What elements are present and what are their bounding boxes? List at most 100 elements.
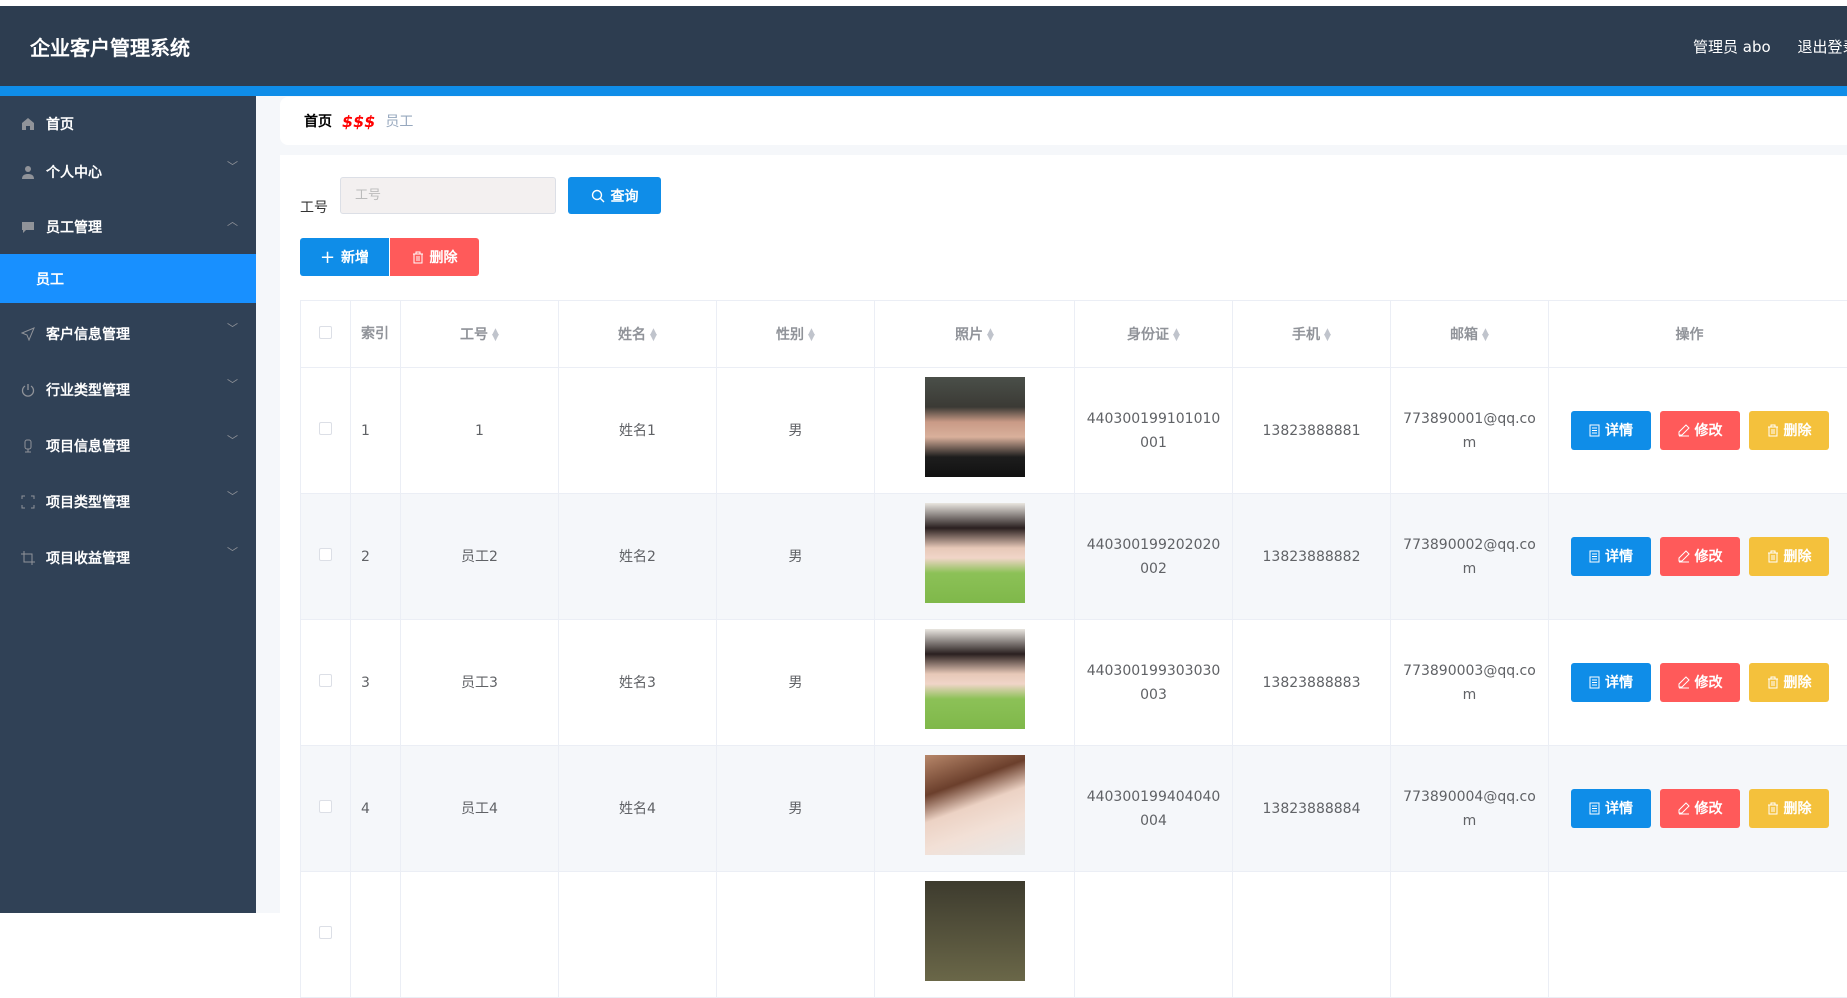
column-header-photo[interactable]: 照片▲▼ [875, 301, 1075, 368]
select-all-checkbox[interactable] [319, 326, 332, 339]
employee-photo [925, 503, 1025, 603]
column-header-email[interactable]: 邮箱▲▼ [1391, 301, 1549, 368]
trash-icon [1767, 424, 1779, 437]
search-label: 工号 [300, 197, 328, 217]
employee-panel: 工号 工号 查询 + 新增 删除 索引 工号▲▼ 姓名▲▼ 性别▲▼ 照片▲▼ … [280, 155, 1847, 955]
id-cell [401, 872, 559, 998]
edit-button[interactable]: 修改 [1660, 789, 1740, 828]
microphone-icon [20, 438, 36, 454]
select-all-cell[interactable] [301, 301, 351, 368]
row-checkbox[interactable] [319, 674, 332, 687]
breadcrumb-home[interactable]: 首页 [304, 111, 332, 131]
chevron-down-icon: ﹀ [227, 320, 238, 336]
sidebar-item-label: 行业类型管理 [46, 380, 130, 400]
sidebar-item-personal-center[interactable]: 个人中心﹀ [0, 144, 256, 200]
name-cell: 姓名3 [559, 620, 717, 746]
detail-button[interactable]: 详情 [1571, 411, 1651, 450]
name-cell [559, 872, 717, 998]
phone-cell: 13823888881 [1233, 368, 1391, 494]
name-cell: 姓名4 [559, 746, 717, 872]
sidebar-item-project-info[interactable]: 项目信息管理﹀ [0, 418, 256, 474]
row-select-cell[interactable] [301, 620, 351, 746]
name-cell: 姓名1 [559, 368, 717, 494]
delete-button[interactable]: 删除 [1749, 411, 1829, 450]
accent-bar [0, 86, 1847, 96]
delete-button[interactable]: 删除 [1749, 663, 1829, 702]
sidebar-item-project-revenue[interactable]: 项目收益管理﹀ [0, 530, 256, 586]
table-row: 3 员工3 姓名3 男 440300199303030003 138238888… [301, 620, 1847, 746]
sidebar-item-industry-type[interactable]: 行业类型管理﹀ [0, 362, 256, 418]
detail-button[interactable]: 详情 [1571, 663, 1651, 702]
breadcrumb-separator: $$$ [342, 112, 375, 131]
column-header-gender[interactable]: 性别▲▼ [717, 301, 875, 368]
sort-icon[interactable]: ▲▼ [1324, 329, 1331, 341]
sort-icon[interactable]: ▲▼ [1173, 329, 1180, 341]
actions-cell: 详情 修改 删除 [1549, 368, 1847, 494]
sidebar-item-label: 项目类型管理 [46, 492, 130, 512]
row-select-cell[interactable] [301, 872, 351, 998]
detail-button[interactable]: 详情 [1571, 789, 1651, 828]
sort-icon[interactable]: ▲▼ [1482, 329, 1489, 341]
email-cell: 773890002@qq.com [1391, 494, 1549, 620]
detail-button[interactable]: 详情 [1571, 537, 1651, 576]
sort-icon[interactable]: ▲▼ [808, 329, 815, 341]
power-icon [20, 382, 36, 398]
email-cell [1391, 872, 1549, 998]
delete-button[interactable]: 删除 [1749, 537, 1829, 576]
index-cell: 4 [351, 746, 401, 872]
row-checkbox[interactable] [319, 926, 332, 939]
row-select-cell[interactable] [301, 368, 351, 494]
delete-button[interactable]: 删除 [1749, 789, 1829, 828]
sidebar-item-label: 个人中心 [46, 162, 102, 182]
column-header-id[interactable]: 工号▲▼ [401, 301, 559, 368]
sort-icon[interactable]: ▲▼ [492, 329, 499, 341]
gender-cell: 男 [717, 746, 875, 872]
actions-cell: 详情 修改 删除 [1549, 494, 1847, 620]
add-button[interactable]: + 新增 [300, 238, 389, 276]
employee-id-search-input[interactable]: 工号 [340, 177, 556, 214]
trash-icon [1767, 802, 1779, 815]
sidebar-item-project-type[interactable]: 项目类型管理﹀ [0, 474, 256, 530]
query-button[interactable]: 查询 [568, 177, 661, 214]
sidebar-item-employee[interactable]: 员工 [0, 254, 256, 303]
plus-icon: + [320, 247, 335, 268]
chevron-down-icon: ﹀ [227, 432, 238, 448]
sidebar-item-label: 客户信息管理 [46, 324, 130, 344]
employee-photo [925, 755, 1025, 855]
edit-button[interactable]: 修改 [1660, 537, 1740, 576]
sidebar-item-customer-info[interactable]: 客户信息管理 ﹀ [0, 306, 256, 362]
phone-cell [1233, 872, 1391, 998]
row-select-cell[interactable] [301, 494, 351, 620]
document-icon [1589, 550, 1600, 563]
app-header: 企业客户管理系统 管理员 abo 退出登录 [0, 6, 1847, 86]
row-checkbox[interactable] [319, 800, 332, 813]
column-header-name[interactable]: 姓名▲▼ [559, 301, 717, 368]
phone-cell: 13823888883 [1233, 620, 1391, 746]
column-header-idcard[interactable]: 身份证▲▼ [1075, 301, 1233, 368]
row-checkbox[interactable] [319, 548, 332, 561]
employee-photo [925, 377, 1025, 477]
sort-icon[interactable]: ▲▼ [650, 329, 657, 341]
index-cell [351, 872, 401, 998]
email-cell: 773890004@qq.com [1391, 746, 1549, 872]
sidebar-item-label: 员工 [36, 269, 64, 289]
row-select-cell[interactable] [301, 746, 351, 872]
photo-cell [875, 746, 1075, 872]
id-cell: 员工4 [401, 746, 559, 872]
search-icon [591, 189, 605, 203]
index-cell: 2 [351, 494, 401, 620]
edit-icon [1678, 424, 1690, 437]
column-header-phone[interactable]: 手机▲▼ [1233, 301, 1391, 368]
batch-delete-button[interactable]: 删除 [390, 238, 479, 276]
home-icon [20, 116, 36, 132]
name-cell: 姓名2 [559, 494, 717, 620]
employee-table: 索引 工号▲▼ 姓名▲▼ 性别▲▼ 照片▲▼ 身份证▲▼ 手机▲▼ 邮箱▲▼ 操… [300, 300, 1847, 998]
sort-icon[interactable]: ▲▼ [987, 329, 994, 341]
edit-button[interactable]: 修改 [1660, 663, 1740, 702]
table-row [301, 872, 1847, 998]
sidebar-item-employee-management[interactable]: 员工管理︿ [0, 199, 256, 255]
trash-icon [412, 251, 424, 264]
logout-link[interactable]: 退出登录 [1797, 38, 1847, 56]
row-checkbox[interactable] [319, 422, 332, 435]
edit-button[interactable]: 修改 [1660, 411, 1740, 450]
